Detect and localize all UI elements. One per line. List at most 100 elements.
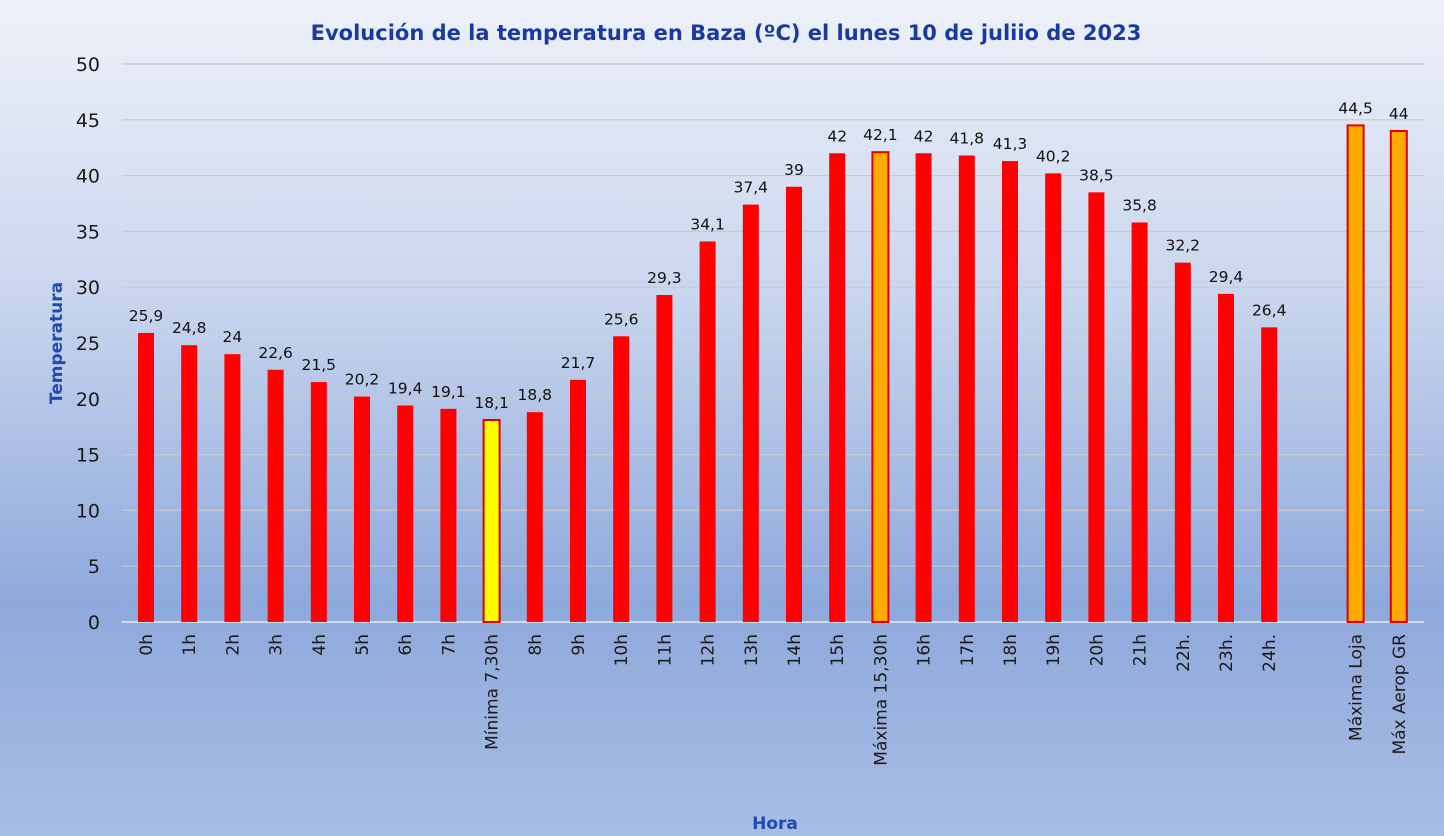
bar [699, 241, 716, 622]
bars [138, 124, 1408, 624]
data-label: 40,2 [1036, 147, 1071, 165]
data-label: 44,5 [1338, 99, 1373, 117]
bar [1002, 161, 1018, 623]
bar [526, 412, 543, 622]
bar [1346, 124, 1365, 623]
bar [1389, 129, 1408, 624]
x-tick-label: 14h [785, 634, 805, 666]
bar [482, 419, 501, 623]
bar [1174, 262, 1191, 622]
bar [224, 354, 241, 622]
x-tick-label: 1h [180, 634, 200, 656]
y-tick-label: 15 [76, 445, 100, 467]
x-tick-label: 22h. [1174, 634, 1194, 672]
x-axis-title: Hora [752, 814, 798, 834]
bar [786, 186, 802, 622]
y-axis-title: Temperatura [47, 282, 67, 404]
x-tick-label: Mínima 7,30h [483, 634, 503, 750]
x-tick-label: 19h [1044, 634, 1064, 666]
data-label: 41,3 [993, 135, 1028, 153]
bar [440, 408, 457, 622]
bar [138, 332, 154, 622]
data-label: 39 [784, 161, 804, 179]
data-label: 21,7 [561, 354, 596, 372]
x-tick-label: Máxima 15,30h [871, 634, 891, 766]
x-tick-label: 20h [1087, 634, 1107, 666]
data-label: 18,1 [474, 394, 509, 412]
y-tick-label: 20 [76, 389, 100, 411]
y-tick-label: 35 [76, 221, 100, 243]
bar [1088, 192, 1105, 622]
data-label: 44 [1389, 105, 1409, 123]
y-tick-label: 25 [76, 333, 100, 355]
x-tick-label: 17h [958, 634, 978, 666]
x-tick-label: 12h [699, 634, 719, 666]
bar [267, 369, 284, 622]
bar [613, 336, 630, 622]
data-label: 37,4 [734, 179, 769, 197]
y-tick-label: 30 [76, 277, 100, 299]
bar [656, 295, 673, 622]
bar [310, 382, 327, 622]
bar [354, 396, 370, 622]
data-label: 25,6 [604, 310, 639, 328]
x-axis-ticks: 0h 1h 2h 3h 4h 5h 6h 7h Mínima 7,30h 8h 9h 10h 11h 12… [137, 634, 1410, 766]
data-label: 41,8 [950, 130, 985, 148]
bar [958, 155, 975, 622]
data-label: 24,8 [172, 319, 207, 337]
data-label: 22,6 [258, 344, 293, 362]
x-tick-label: 6h [396, 634, 416, 656]
x-tick-label: 18h [1001, 634, 1021, 666]
x-tick-label: 24h. [1260, 634, 1280, 672]
data-label: 29,3 [647, 269, 682, 287]
data-label: 25,9 [129, 307, 164, 325]
x-tick-label: 16h [915, 634, 935, 666]
bar [1131, 222, 1148, 623]
x-tick-label: Máxima Loja [1347, 634, 1367, 741]
x-tick-label: 4h [310, 634, 330, 656]
data-label: 29,4 [1209, 268, 1244, 286]
bar [570, 379, 586, 622]
y-axis-ticks: 0 5 10 15 20 25 30 35 40 45 50 [76, 54, 100, 634]
y-tick-label: 5 [88, 556, 100, 578]
data-label: 32,2 [1166, 237, 1201, 255]
x-tick-label: 0h [137, 634, 157, 656]
data-labels: 25,9 24,8 24 22,6 21,5 20,2 19,4 19,1 18,1 18,8 21… [129, 99, 1409, 412]
chart-title: Evolución de la temperatura en Baza (ºC)… [311, 21, 1142, 45]
x-tick-label: 15h [828, 634, 848, 666]
x-tick-label: 7h [439, 634, 459, 656]
data-label: 42,1 [863, 126, 898, 144]
bar [181, 345, 198, 622]
bar [871, 151, 890, 623]
x-tick-label: 10h [612, 634, 632, 666]
data-label: 20,2 [345, 371, 380, 389]
x-tick-label: 3h [267, 634, 287, 656]
bar [742, 204, 759, 622]
y-tick-label: 0 [88, 612, 100, 634]
y-tick-label: 50 [76, 54, 100, 76]
data-label: 21,5 [302, 356, 337, 374]
gridlines [122, 63, 1424, 623]
x-tick-label: 8h [526, 634, 546, 656]
bar [397, 405, 414, 622]
data-label: 42 [827, 127, 847, 145]
x-tick-label: 2h [223, 634, 243, 656]
data-label: 34,1 [690, 215, 725, 233]
x-tick-label: Máx Aerop GR [1390, 634, 1410, 755]
x-tick-label: 5h [353, 634, 373, 656]
y-tick-label: 40 [76, 166, 100, 188]
bar [1045, 173, 1062, 623]
data-label: 19,4 [388, 379, 423, 397]
data-label: 24 [223, 328, 243, 346]
data-label: 42 [914, 127, 934, 145]
y-tick-label: 45 [76, 110, 100, 132]
bar [1218, 293, 1234, 622]
data-label: 38,5 [1079, 166, 1114, 184]
data-label: 19,1 [431, 383, 466, 401]
x-tick-label: 21h [1131, 634, 1151, 666]
bar [915, 153, 932, 622]
y-tick-label: 10 [76, 500, 100, 522]
data-label: 26,4 [1252, 301, 1287, 319]
bar [829, 153, 846, 622]
